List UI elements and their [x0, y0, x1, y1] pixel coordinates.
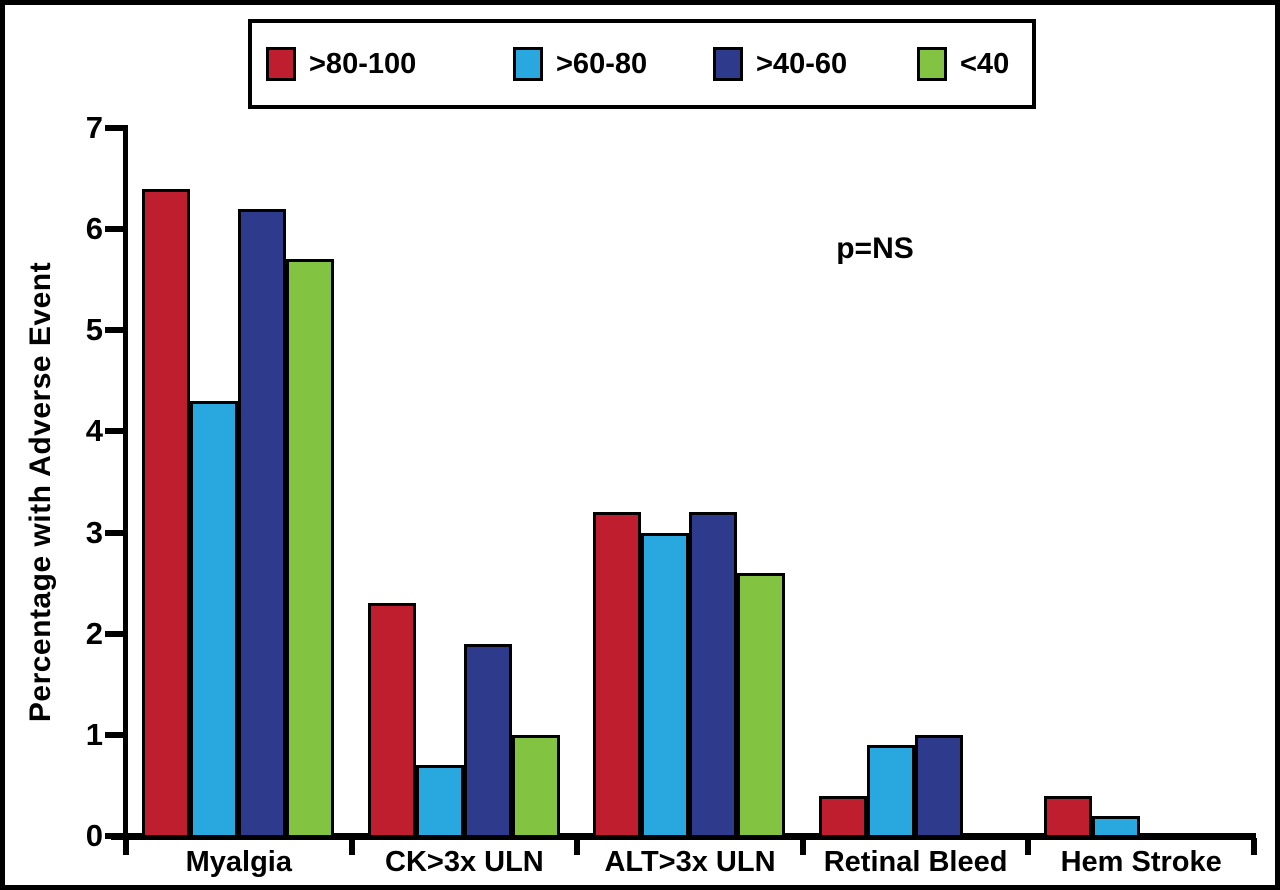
category-label: Myalgia [185, 846, 292, 878]
legend-swatch-navy [713, 47, 743, 81]
category-label: Retinal Bleed [823, 846, 1008, 878]
bar-ck-3x-uln-2 [415, 765, 464, 838]
x-axis-tick [1251, 838, 1257, 855]
bar-retinal-bleed-3 [914, 734, 963, 838]
y-axis-tick [105, 327, 124, 334]
y-tick-label: 7 [85, 110, 103, 145]
y-tick-label: 2 [85, 615, 103, 651]
bar-myalgia-2 [190, 401, 238, 838]
legend-label: >80-100 [309, 48, 417, 80]
bar-alt-3x-uln-4 [737, 573, 786, 838]
legend-label: <40 [960, 48, 1010, 80]
legend-swatch-red [266, 47, 296, 81]
x-axis-tick [574, 838, 581, 855]
bar-retinal-bleed-1 [818, 795, 867, 838]
bar-myalgia-4 [286, 259, 334, 838]
y-tick-label: 6 [85, 211, 103, 247]
bar-hem-stroke-2 [1092, 815, 1141, 838]
x-axis-tick [123, 838, 129, 855]
y-tick-label: 0 [85, 818, 103, 853]
y-axis-tick [105, 125, 124, 131]
y-axis-tick [105, 833, 124, 839]
y-tick-label: 4 [85, 413, 103, 449]
legend-label: >40-60 [756, 48, 848, 80]
bar-ck-3x-uln-3 [463, 643, 512, 838]
y-axis-tick [105, 731, 124, 738]
bar-hem-stroke-1 [1044, 795, 1093, 838]
legend: >80-100 >60-80 >40-60 <40 [248, 19, 1036, 109]
legend-item-60-80: >60-80 [513, 23, 647, 105]
legend-item-40-60: >40-60 [713, 23, 847, 105]
y-axis-tick [105, 529, 124, 536]
bar-retinal-bleed-2 [866, 744, 915, 838]
bar-alt-3x-uln-3 [689, 512, 738, 838]
bar-myalgia-1 [142, 188, 190, 838]
y-axis [123, 125, 128, 840]
bar-alt-3x-uln-2 [641, 532, 690, 838]
category-label: ALT>3x ULN [604, 846, 776, 878]
x-axis-tick [1025, 838, 1032, 855]
x-axis-tick [348, 838, 355, 855]
category-label: Hem Stroke [1060, 846, 1222, 878]
y-axis-tick [105, 428, 124, 435]
legend-item-80-100: >80-100 [266, 23, 416, 105]
bar-ck-3x-uln-1 [367, 603, 416, 838]
bar-myalgia-3 [238, 208, 286, 838]
legend-swatch-green [917, 47, 947, 81]
y-tick-label: 3 [85, 514, 103, 550]
x-axis-tick [799, 838, 806, 855]
y-axis-tick [105, 630, 124, 637]
annotation-p-ns: p=NS [836, 232, 914, 265]
legend-item-under-40: <40 [917, 23, 1009, 105]
bar-alt-3x-uln-1 [593, 512, 642, 838]
y-tick-label: 1 [85, 716, 103, 752]
legend-swatch-cyan [513, 47, 543, 81]
y-axis-tick [105, 226, 124, 233]
bar-ck-3x-uln-4 [511, 734, 560, 838]
category-label: CK>3x ULN [385, 846, 544, 878]
legend-label: >60-80 [556, 48, 648, 80]
y-tick-label: 5 [85, 312, 103, 348]
